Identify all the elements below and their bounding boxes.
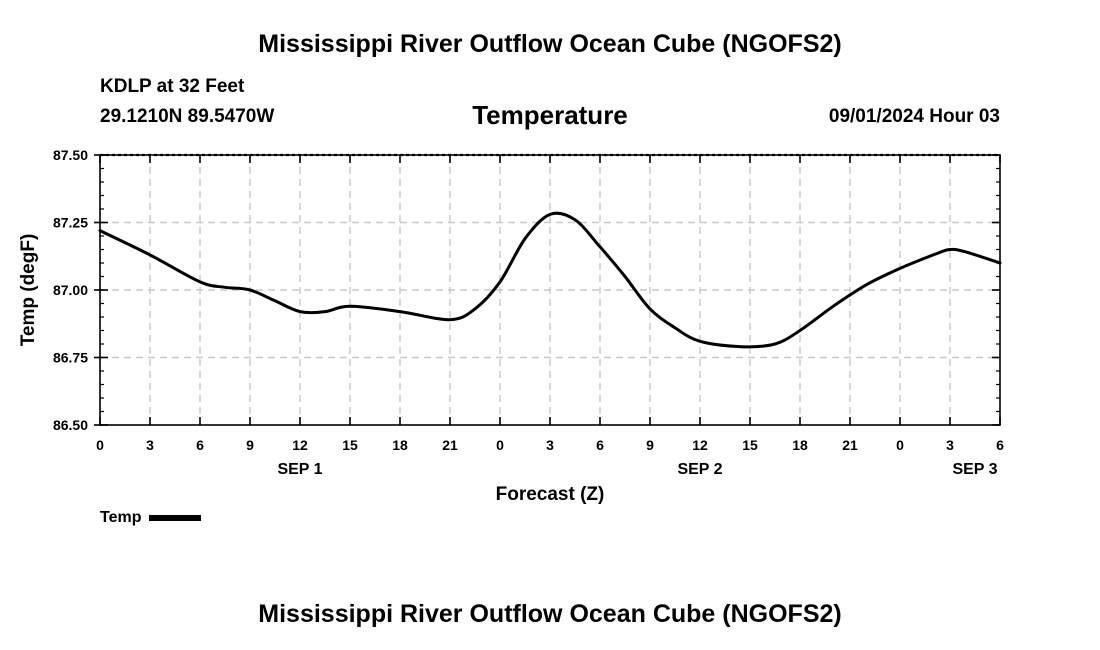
y-tick-label: 87.00 — [53, 282, 88, 298]
x-tick-label: 6 — [196, 437, 204, 453]
x-tick-label: 15 — [342, 437, 358, 453]
x-date-label: SEP 3 — [952, 461, 997, 478]
x-tick-label: 6 — [996, 437, 1004, 453]
x-tick-label: 12 — [692, 437, 708, 453]
y-axis-label: Temp (degF) — [18, 234, 39, 347]
x-tick-label: 9 — [246, 437, 254, 453]
y-tick-label: 86.50 — [53, 417, 88, 433]
legend: Temp — [100, 509, 202, 527]
x-tick-label: 15 — [742, 437, 758, 453]
legend-label: Temp — [100, 509, 142, 526]
x-tick-label: 18 — [792, 437, 808, 453]
y-tick-label: 87.25 — [53, 215, 88, 231]
x-tick-label: 21 — [442, 437, 458, 453]
x-date-label: SEP 1 — [277, 461, 322, 478]
chart-main-title: Mississippi River Outflow Ocean Cube (NG… — [258, 30, 842, 58]
x-tick-label: 6 — [596, 437, 604, 453]
x-tick-label: 0 — [896, 437, 904, 453]
y-tick-label: 86.75 — [53, 350, 88, 366]
x-tick-label: 12 — [292, 437, 308, 453]
x-tick-label: 3 — [946, 437, 954, 453]
chart-footer-title: Mississippi River Outflow Ocean Cube (NG… — [258, 600, 842, 628]
x-tick-label: 3 — [546, 437, 554, 453]
x-tick-label: 18 — [392, 437, 408, 453]
legend-swatch — [149, 515, 202, 521]
x-tick-label: 9 — [646, 437, 654, 453]
y-tick-label: 87.50 — [53, 147, 88, 163]
station-name: KDLP at 32 Feet — [100, 76, 245, 97]
x-axis-label: Forecast (Z) — [496, 484, 605, 505]
x-tick-label: 0 — [96, 437, 104, 453]
x-tick-label: 21 — [842, 437, 858, 453]
station-coordinates: 29.1210N 89.5470W — [100, 106, 275, 127]
x-date-label: SEP 2 — [677, 461, 722, 478]
forecast-datetime: 09/01/2024 Hour 03 — [828, 106, 1000, 127]
x-tick-label: 3 — [146, 437, 154, 453]
series-line-temp — [98, 211, 1002, 349]
x-tick-label: 0 — [496, 437, 504, 453]
chart-title: Temperature — [472, 100, 628, 130]
